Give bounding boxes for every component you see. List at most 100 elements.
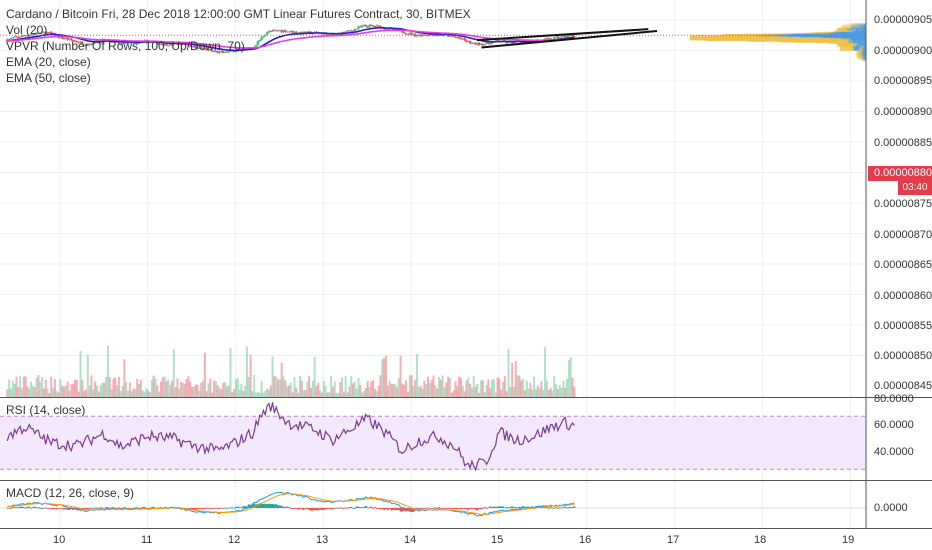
- chart-legend: Cardano / Bitcoin Fri, 28 Dec 2018 12:00…: [6, 6, 471, 86]
- volume-bar: [417, 386, 420, 397]
- volume-bar: [401, 383, 404, 397]
- candle-body: [17, 36, 20, 38]
- macd-histogram-bar: [467, 508, 470, 511]
- volume-bar: [103, 382, 106, 397]
- candle-body: [348, 30, 351, 32]
- candle-body: [37, 32, 40, 34]
- candle-body: [207, 49, 210, 51]
- candle-body: [275, 30, 278, 32]
- macd-histogram-bar: [117, 507, 120, 509]
- candle-body: [267, 31, 271, 33]
- indicator-ema50[interactable]: EMA (50, close): [6, 71, 91, 85]
- candle-body: [24, 35, 27, 37]
- volume-bar: [525, 380, 528, 397]
- volume-bar: [260, 380, 263, 397]
- macd-histogram-bar: [66, 508, 69, 510]
- vp-up-bar: [862, 49, 866, 55]
- indicator-ema20[interactable]: EMA (20, close): [6, 55, 91, 69]
- candle-body: [485, 42, 488, 45]
- vp-down-bar: [861, 56, 864, 62]
- macd-histogram-bar: [240, 507, 243, 509]
- candle-body: [203, 48, 207, 50]
- time-tick: 10: [53, 534, 66, 546]
- volume-bar: [412, 385, 415, 397]
- macd-histogram-bar: [191, 508, 194, 510]
- volume-bar: [233, 388, 236, 397]
- macd-pane: [0, 491, 866, 517]
- volume-bar: [84, 389, 87, 397]
- volume-bar: [178, 388, 181, 397]
- vp-up-bar: [863, 56, 866, 62]
- volume-bar: [189, 381, 192, 397]
- indicator-vpvr[interactable]: VPVR (Number Of Rows, 100, Up/Down, 70): [6, 39, 245, 53]
- volume-bar: [288, 385, 291, 397]
- candle-body: [86, 44, 90, 46]
- volume-bar: [147, 390, 150, 397]
- volume-bar: [388, 380, 391, 397]
- volume-bar: [33, 387, 36, 397]
- macd-histogram-bar: [31, 507, 34, 508]
- indicator-vol[interactable]: Vol (20): [6, 23, 48, 37]
- macd-histogram-bar: [174, 507, 177, 509]
- macd-histogram-bar: [271, 503, 274, 508]
- volume-bar: [20, 388, 23, 397]
- macd-histogram-bar: [485, 508, 488, 509]
- volume-bar: [300, 380, 303, 397]
- macd-label[interactable]: MACD (12, 26, close, 9): [6, 486, 135, 500]
- volume-bar: [163, 376, 166, 397]
- volume-bar: [293, 377, 296, 397]
- macd-histogram-bar: [75, 508, 78, 511]
- volume-bar: [381, 359, 384, 397]
- volume-bar: [161, 377, 164, 397]
- macd-histogram-bar: [90, 507, 93, 509]
- macd-histogram-bar: [427, 507, 430, 509]
- volume-bar: [337, 392, 340, 397]
- volume-bar: [169, 384, 172, 397]
- macd-histogram-bar: [130, 508, 133, 509]
- candle-body: [375, 25, 379, 27]
- volume-bar: [366, 381, 369, 397]
- volume-bar: [571, 378, 574, 397]
- candle-body: [88, 43, 91, 45]
- volume-bar: [383, 357, 386, 397]
- candle-body: [357, 26, 360, 29]
- volume-bar: [66, 381, 69, 397]
- macd-histogram-bar: [209, 508, 212, 509]
- candle-body: [377, 25, 380, 27]
- macd-histogram-bar: [125, 507, 128, 509]
- vp-down-bar: [861, 55, 864, 61]
- candle-body: [73, 40, 77, 42]
- candle-body: [189, 45, 192, 47]
- volume-bar: [203, 352, 206, 397]
- candle-body: [194, 45, 197, 49]
- volume-bar: [491, 379, 494, 397]
- macd-histogram-bar: [516, 507, 519, 509]
- macd-tick: 0.0000: [874, 502, 908, 514]
- volume-bar: [353, 381, 356, 397]
- vp-up-bar: [854, 23, 866, 29]
- macd-histogram-bar: [245, 506, 248, 508]
- vp-down-bar: [862, 24, 864, 30]
- candle-body: [304, 31, 307, 34]
- macd-histogram-bar: [218, 508, 221, 510]
- volume-bar: [200, 382, 203, 397]
- vp-up-bar: [863, 52, 866, 58]
- macd-histogram-bar: [492, 506, 495, 508]
- volume-bar: [533, 376, 536, 397]
- volume-bar: [13, 383, 16, 397]
- candle-body: [9, 38, 13, 40]
- vp-up-bar: [860, 49, 866, 55]
- candle-body: [547, 38, 550, 40]
- macd-histogram-bar: [383, 508, 386, 511]
- volume-bar: [456, 386, 459, 397]
- volume-bar: [308, 376, 311, 397]
- vp-down-bar: [707, 36, 779, 42]
- volume-bar: [245, 346, 248, 397]
- macd-histogram-bar: [370, 506, 373, 508]
- volume-bar: [242, 390, 245, 397]
- volume-bar: [408, 375, 411, 397]
- rsi-label[interactable]: RSI (14, close): [6, 403, 86, 417]
- macd-histogram-bar: [330, 508, 333, 510]
- candle-body: [573, 35, 576, 37]
